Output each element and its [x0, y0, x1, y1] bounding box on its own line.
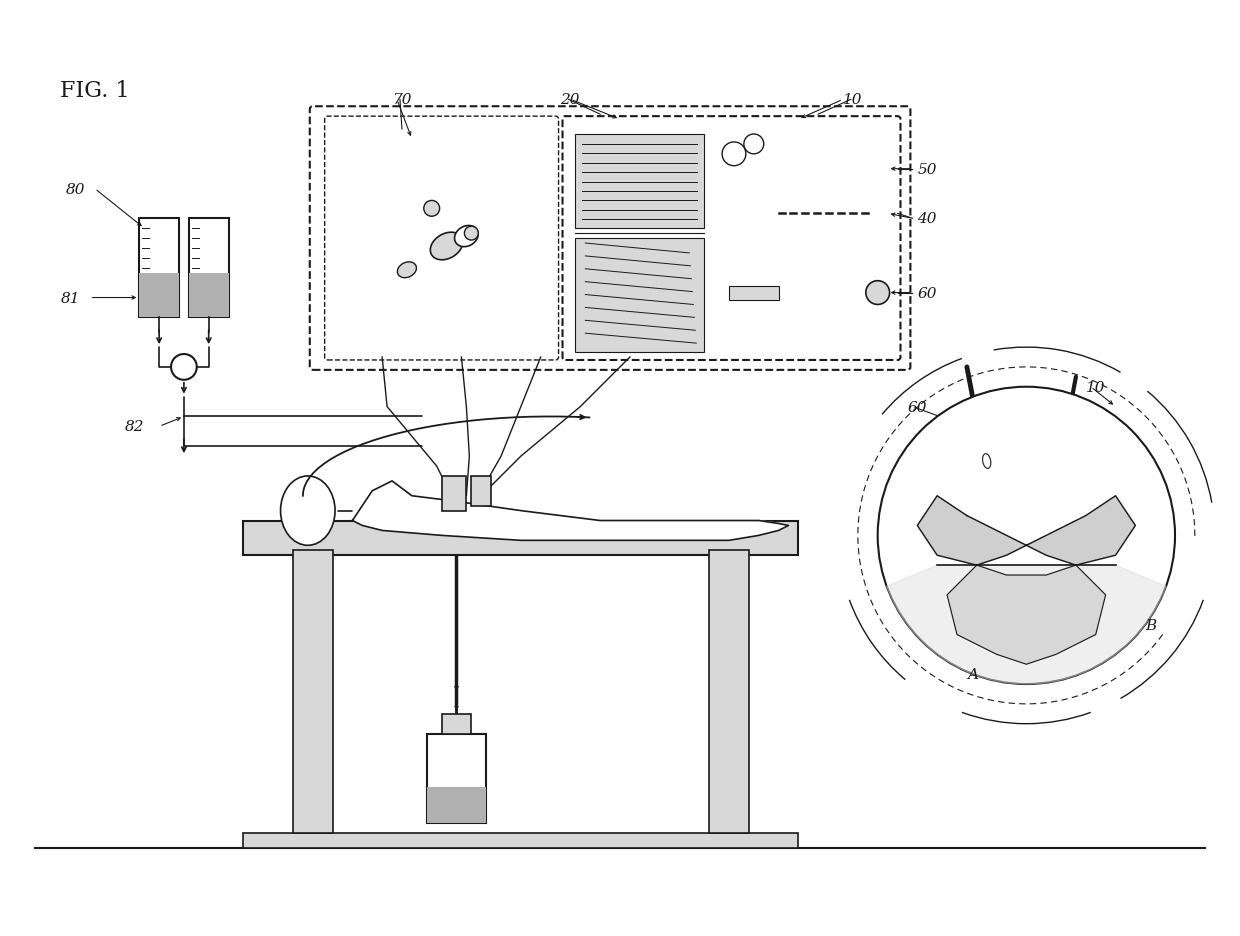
Polygon shape — [918, 496, 1027, 565]
FancyBboxPatch shape — [325, 117, 558, 360]
Circle shape — [878, 388, 1176, 684]
Text: 10: 10 — [1086, 380, 1105, 394]
Polygon shape — [887, 565, 1166, 684]
Circle shape — [744, 135, 764, 154]
Text: FIG. 1: FIG. 1 — [60, 80, 130, 102]
Text: 60: 60 — [908, 400, 928, 414]
Bar — [427, 734, 486, 823]
Circle shape — [722, 143, 746, 167]
Text: 81: 81 — [61, 291, 79, 305]
Bar — [441, 476, 466, 511]
Ellipse shape — [280, 476, 335, 546]
Polygon shape — [352, 481, 789, 541]
Ellipse shape — [455, 227, 479, 247]
Text: 20: 20 — [560, 94, 580, 108]
Polygon shape — [947, 565, 1106, 665]
Circle shape — [866, 282, 889, 305]
Bar — [243, 833, 799, 848]
Bar — [188, 273, 228, 318]
Bar — [575, 239, 704, 353]
Text: 50: 50 — [918, 163, 937, 177]
FancyBboxPatch shape — [563, 117, 900, 360]
Bar — [188, 219, 228, 318]
Text: 80: 80 — [66, 183, 84, 197]
Bar — [575, 135, 704, 229]
Circle shape — [424, 201, 440, 217]
Bar — [471, 476, 491, 506]
Text: B: B — [1146, 618, 1157, 632]
Ellipse shape — [982, 454, 991, 469]
Bar — [441, 714, 471, 734]
Text: 82: 82 — [125, 420, 144, 434]
Text: 70: 70 — [392, 94, 412, 108]
Text: 60: 60 — [918, 286, 937, 300]
Text: 10: 10 — [843, 94, 863, 108]
Text: 40: 40 — [918, 212, 937, 226]
Bar — [293, 550, 332, 833]
Bar — [729, 286, 779, 300]
Bar — [427, 787, 486, 823]
Text: A: A — [967, 667, 978, 681]
Ellipse shape — [430, 233, 463, 260]
Circle shape — [171, 355, 197, 380]
Bar — [709, 550, 749, 833]
Bar — [139, 219, 179, 318]
FancyBboxPatch shape — [310, 107, 910, 371]
Circle shape — [465, 227, 479, 241]
Bar — [139, 273, 179, 318]
Ellipse shape — [397, 263, 417, 278]
Bar — [243, 521, 799, 556]
Polygon shape — [1027, 496, 1136, 565]
